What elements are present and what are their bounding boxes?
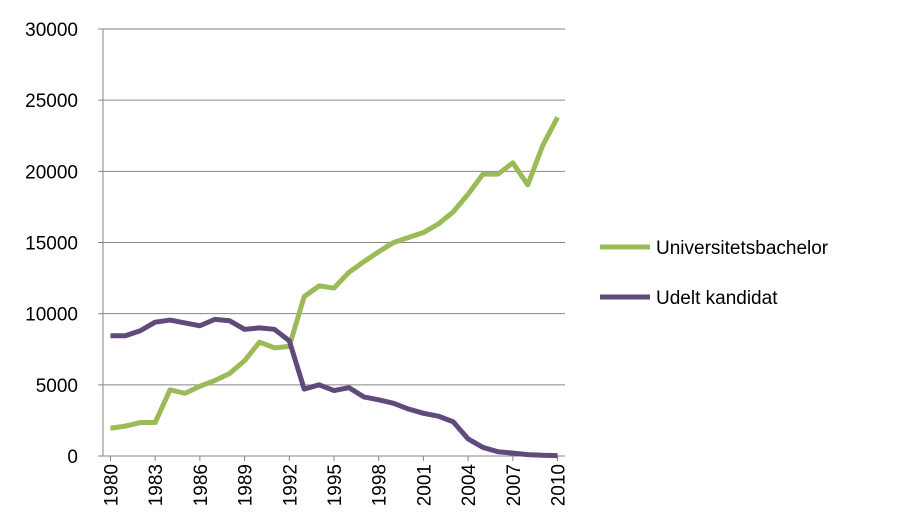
x-tick-label: 1986: [191, 464, 212, 506]
x-tick-label: 1989: [236, 464, 257, 506]
x-tick-label: 1983: [146, 464, 167, 506]
y-tick-label: 10000: [25, 305, 78, 326]
y-tick-label: 0: [67, 447, 78, 468]
series-line: [110, 116, 560, 431]
x-tick-label: 2007: [504, 464, 525, 506]
x-tick-label: 1992: [280, 464, 301, 506]
y-tick-label: 5000: [36, 376, 78, 397]
y-tick-label: 20000: [25, 162, 78, 183]
x-tick-label: 2001: [414, 464, 435, 506]
y-tick-label: 30000: [25, 20, 78, 41]
x-tick-label: 1998: [370, 464, 391, 506]
x-tick-label: 2004: [459, 464, 480, 507]
x-tick-label: 1980: [101, 464, 122, 506]
series-line: [110, 316, 558, 459]
legend-label: Udelt kandidat: [656, 288, 778, 309]
x-tick-label: 1995: [325, 464, 346, 506]
legend-label: Universitetsbachelor: [656, 238, 829, 259]
y-tick-label: 25000: [25, 91, 78, 112]
x-tick-label: 2010: [549, 464, 570, 506]
y-tick-label: 15000: [25, 234, 78, 255]
